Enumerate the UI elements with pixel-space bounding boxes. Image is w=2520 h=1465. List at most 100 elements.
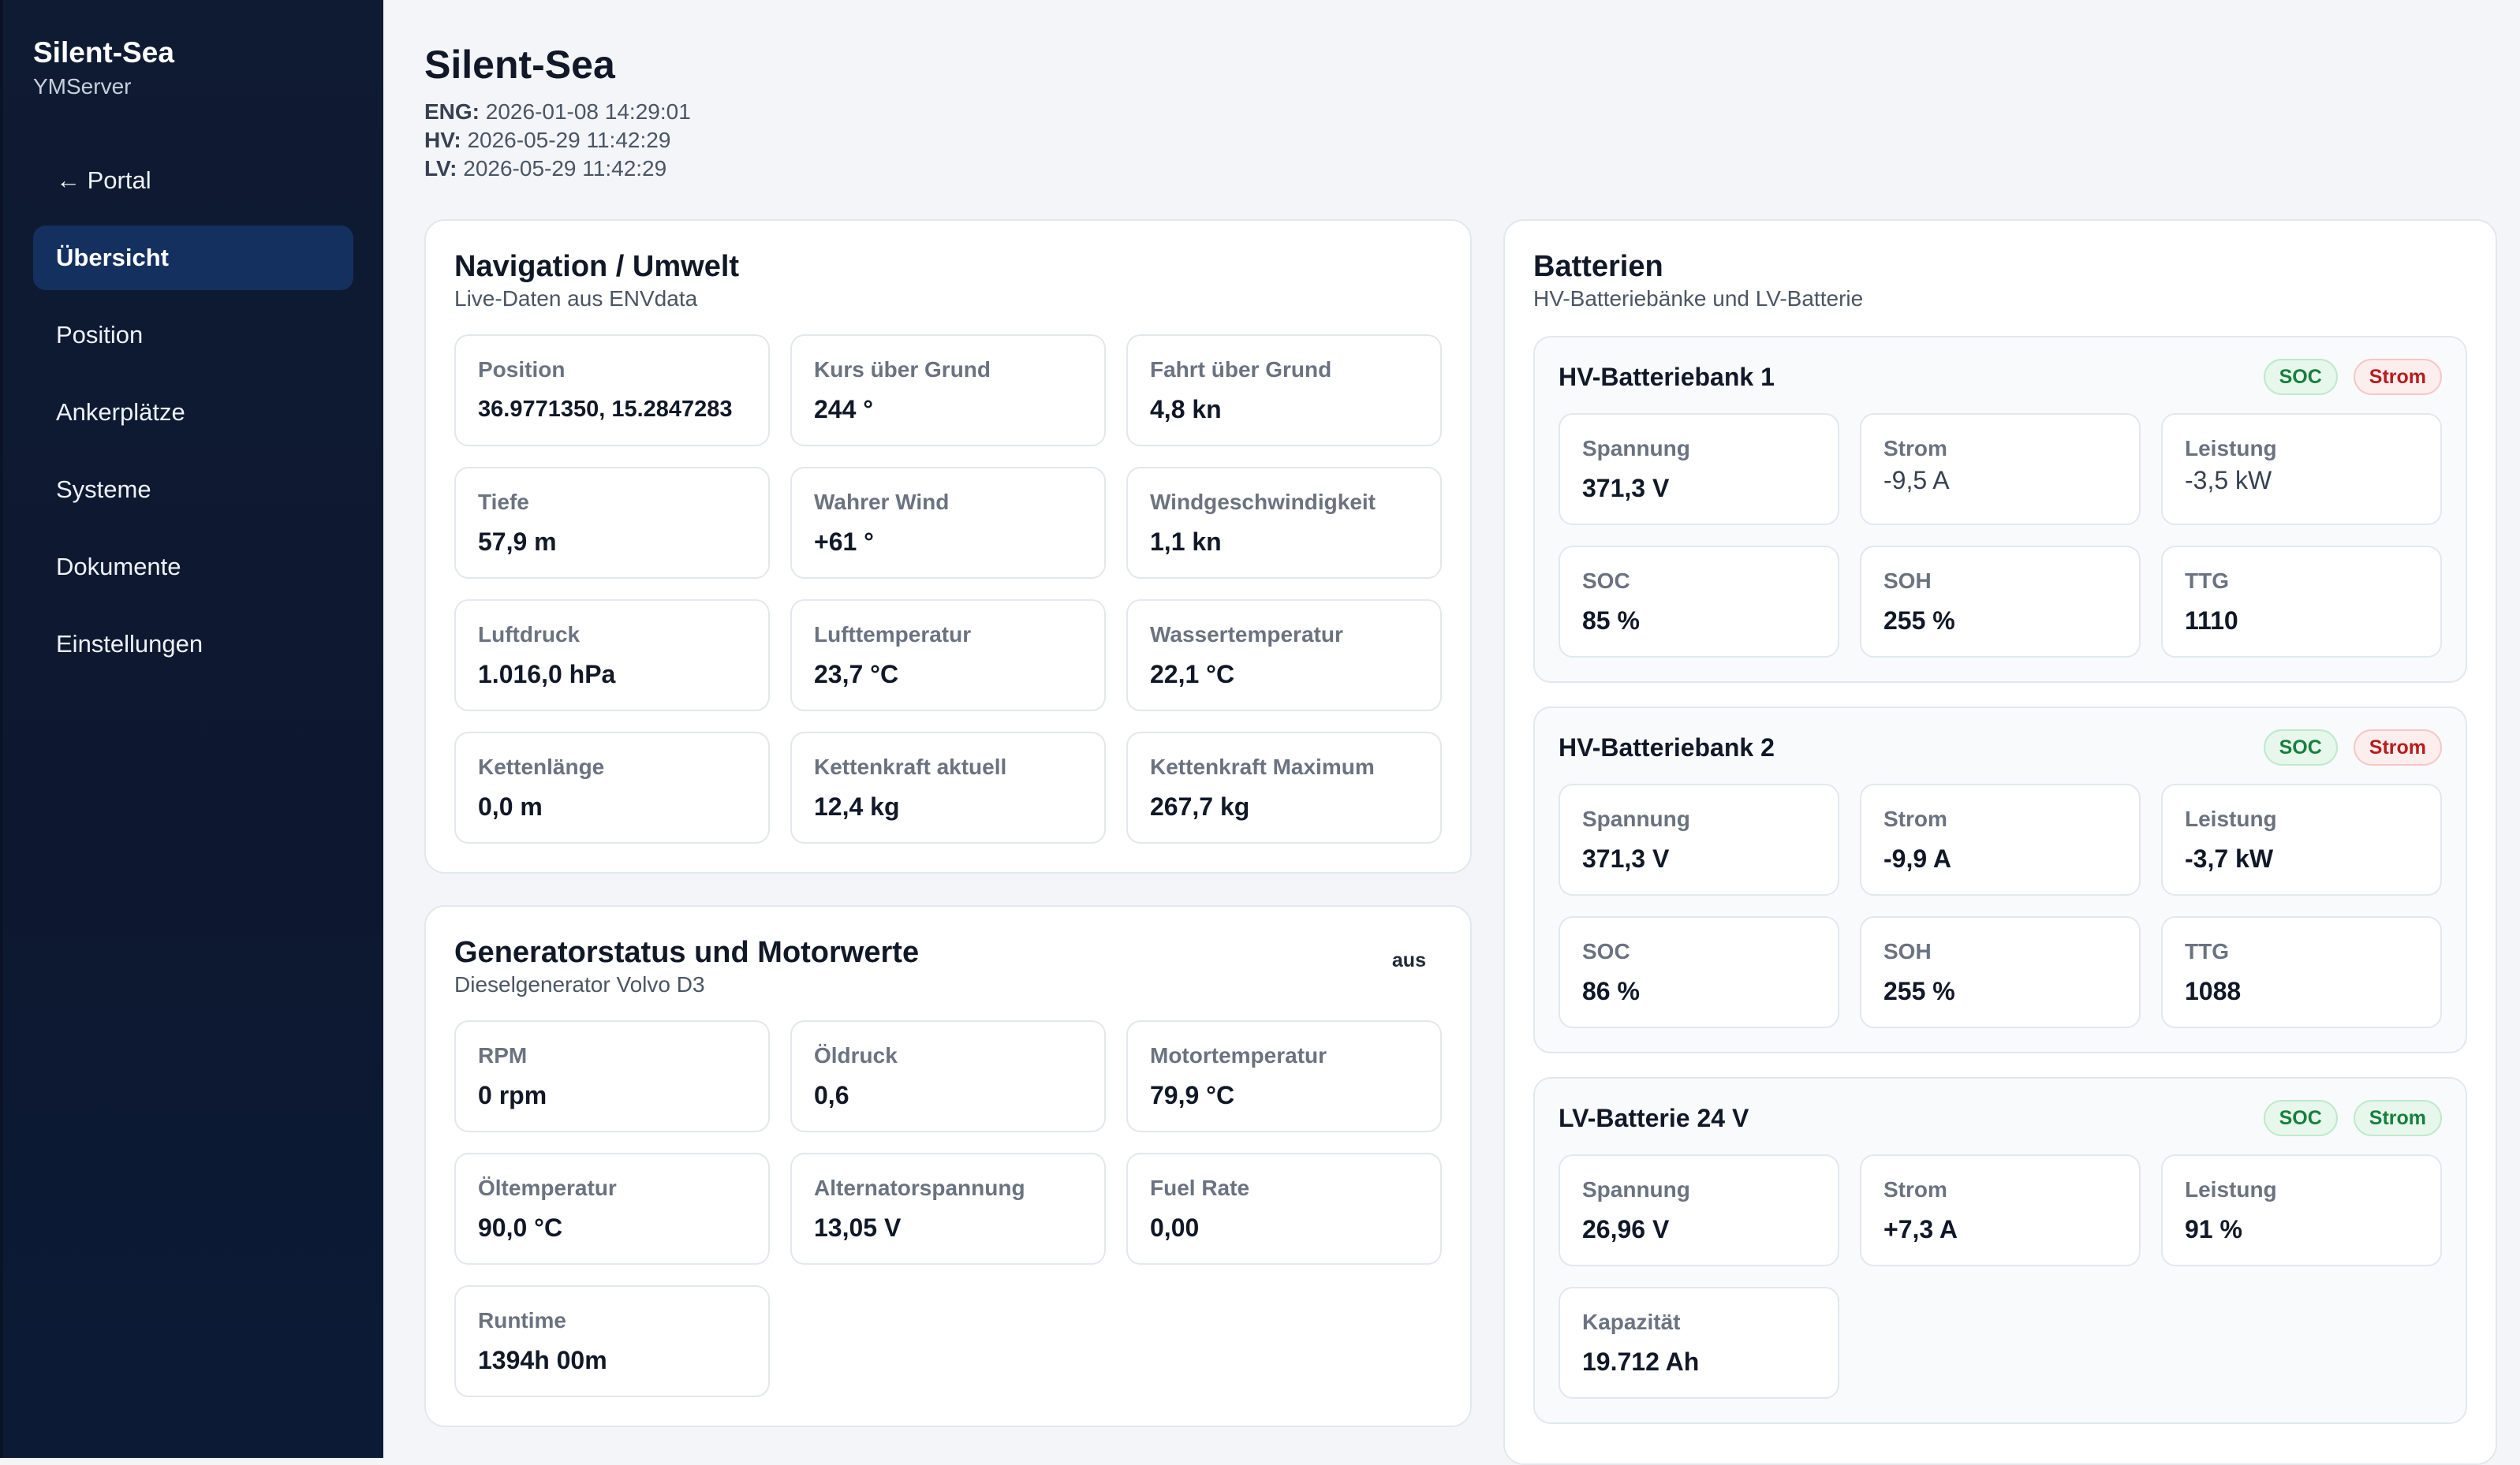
badges: SOC Strom bbox=[2263, 729, 2442, 766]
tile-label: Alternatorspannung bbox=[814, 1176, 1025, 1200]
tile-soc: SOC 86 % bbox=[1559, 916, 1839, 1028]
tile-value: -3,7 kW bbox=[2185, 844, 2274, 873]
timestamps: ENG: 2026-01-08 14:29:01 HV: 2026-05-29 … bbox=[424, 98, 2498, 183]
timestamp-value: 2026-05-29 11:42:29 bbox=[463, 156, 667, 181]
tile-value: 1110 bbox=[2185, 606, 2238, 635]
sidebar-item-systeme[interactable]: Systeme bbox=[56, 475, 151, 503]
tile-label: Wassertemperatur bbox=[1150, 622, 1343, 647]
tile-value: -3,5 kW bbox=[2185, 466, 2272, 494]
tile-value: 0,0 m bbox=[478, 792, 543, 821]
tile-value: 255 % bbox=[1883, 606, 1955, 635]
tile-label: Strom bbox=[1883, 436, 1947, 460]
card-title: Navigation / Umwelt bbox=[454, 250, 740, 283]
left-column: Navigation / Umwelt Live-Daten aus ENVda… bbox=[424, 219, 1472, 1427]
subcard-title: LV-Batterie 24 V bbox=[1559, 1103, 1749, 1132]
tile-motortemperatur: Motortemperatur 79,9 °C bbox=[1126, 1020, 1442, 1132]
tile-value: 13,05 V bbox=[814, 1213, 902, 1242]
tile-label: RPM bbox=[478, 1043, 528, 1068]
tile-value: 90,0 °C bbox=[478, 1213, 563, 1242]
tile-soh: SOH 255 % bbox=[1860, 916, 2141, 1028]
tile-wahrer-wind: Wahrer Wind +61 ° bbox=[790, 467, 1106, 579]
subcard-header: LV-Batterie 24 V SOC Strom bbox=[1559, 1100, 2442, 1136]
timestamp-eng: ENG: 2026-01-08 14:29:01 bbox=[424, 98, 2498, 126]
tile-label: Leistung bbox=[2185, 1177, 2277, 1202]
timestamp-value: 2026-01-08 14:29:01 bbox=[485, 99, 691, 124]
timestamp-key: LV: bbox=[424, 156, 457, 181]
tile-value: 1.016,0 hPa bbox=[478, 660, 616, 688]
tile-position: Position 36.9771350, 15.2847283 bbox=[454, 334, 770, 446]
sidebar-item-uebersicht[interactable]: Übersicht bbox=[33, 226, 353, 290]
subcard-title: HV-Batteriebank 1 bbox=[1559, 362, 1775, 391]
tile-value: 23,7 °C bbox=[814, 660, 899, 688]
subcard-header: HV-Batteriebank 1 SOC Strom bbox=[1559, 359, 2442, 395]
tile-label: SOC bbox=[1582, 939, 1630, 964]
strom-badge: Strom bbox=[2353, 359, 2442, 395]
tile-label: Position bbox=[478, 357, 566, 382]
sidebar-item-einstellungen[interactable]: Einstellungen bbox=[56, 630, 203, 658]
tile-label: Windgeschwindigkeit bbox=[1150, 490, 1376, 514]
sidebar-item-dokumente[interactable]: Dokumente bbox=[56, 553, 181, 580]
tile-spannung: Spannung 371,3 V bbox=[1559, 784, 1839, 896]
tile-strom: Strom -9,9 A bbox=[1860, 784, 2141, 896]
tile-windgeschwindigkeit: Windgeschwindigkeit 1,1 kn bbox=[1126, 467, 1442, 579]
tile-label: Motortemperatur bbox=[1150, 1043, 1327, 1068]
strom-badge: Strom bbox=[2353, 729, 2442, 766]
tile-oeltemperatur: Öltemperatur 90,0 °C bbox=[454, 1153, 770, 1265]
badges: SOC Strom bbox=[2263, 359, 2442, 395]
timestamp-key: ENG: bbox=[424, 99, 480, 124]
tile-value: 4,8 kn bbox=[1150, 395, 1222, 423]
tile-oeldruck: Öldruck 0,6 bbox=[790, 1020, 1106, 1132]
tile-value: 0 rpm bbox=[478, 1081, 547, 1109]
subcard-header: HV-Batteriebank 2 SOC Strom bbox=[1559, 729, 2442, 766]
tile-label: Strom bbox=[1883, 807, 1947, 831]
tile-value: +61 ° bbox=[814, 527, 874, 556]
generator-status: aus bbox=[1391, 949, 1426, 971]
brand-title: Silent-Sea bbox=[33, 36, 174, 69]
tile-value: 0,6 bbox=[814, 1081, 849, 1109]
tile-kapazitaet: Kapazität 19.712 Ah bbox=[1559, 1287, 1839, 1399]
tile-value: 1,1 kn bbox=[1150, 527, 1222, 556]
tile-label: Tiefe bbox=[478, 490, 529, 514]
tile-strom: Strom +7,3 A bbox=[1860, 1154, 2141, 1266]
tile-value: -9,9 A bbox=[1883, 844, 1951, 873]
tile-value: 267,7 kg bbox=[1150, 792, 1250, 821]
battery-bank-2: HV-Batteriebank 2 SOC Strom Spannung 371,… bbox=[1533, 706, 2467, 1053]
tile-ttg: TTG 1088 bbox=[2161, 916, 2442, 1028]
tile-spannung: Spannung 371,3 V bbox=[1559, 413, 1839, 525]
dashboard-columns: Navigation / Umwelt Live-Daten aus ENVda… bbox=[424, 219, 2498, 1465]
tile-alternatorspannung: Alternatorspannung 13,05 V bbox=[790, 1153, 1106, 1265]
tile-label: Leistung bbox=[2185, 807, 2277, 831]
tile-spannung: Spannung 26,96 V bbox=[1559, 1154, 1839, 1266]
sidebar-item-ankerplaetze[interactable]: Ankerplätze bbox=[56, 398, 185, 426]
tile-value: 91 % bbox=[2185, 1215, 2242, 1243]
navigation-card: Navigation / Umwelt Live-Daten aus ENVda… bbox=[424, 219, 1472, 874]
batteries-card: Batterien HV-Batteriebänke und LV-Batter… bbox=[1503, 219, 2497, 1465]
card-title: Generatorstatus und Motorwerte bbox=[454, 936, 920, 969]
tile-label: TTG bbox=[2185, 568, 2229, 593]
soc-badge: SOC bbox=[2263, 1100, 2338, 1136]
bank-grid: Spannung 371,3 V Strom -9,5 A Leistung -3,5… bbox=[1559, 413, 2442, 658]
tile-label: Leistung bbox=[2185, 436, 2277, 460]
tile-label: Kettenkraft aktuell bbox=[814, 755, 1007, 779]
card-header: Generatorstatus und Motorwerte Dieselgen… bbox=[454, 935, 1442, 998]
tile-label: Öltemperatur bbox=[478, 1176, 617, 1200]
tile-label: Öldruck bbox=[814, 1043, 898, 1068]
timestamp-hv: HV: 2026-05-29 11:42:29 bbox=[424, 126, 2498, 155]
tile-soc: SOC 85 % bbox=[1559, 546, 1839, 658]
tile-tiefe: Tiefe 57,9 m bbox=[454, 467, 770, 579]
sidebar-item-position[interactable]: Position bbox=[56, 321, 144, 349]
tile-label: SOH bbox=[1883, 568, 1932, 593]
tile-fuel-rate: Fuel Rate 0,00 bbox=[1126, 1153, 1442, 1265]
card-subtitle: HV-Batteriebänke und LV-Batterie bbox=[1533, 286, 1864, 311]
tile-lufttemperatur: Lufttemperatur 23,7 °C bbox=[790, 599, 1106, 711]
server-name: YMServer bbox=[33, 74, 132, 99]
tile-value: 1088 bbox=[2185, 977, 2242, 1005]
generator-grid: RPM 0 rpm Öldruck 0,6 Motortemperatur 79,9 … bbox=[454, 1020, 1442, 1397]
tile-kettenkraft-maximum: Kettenkraft Maximum 267,7 kg bbox=[1126, 732, 1442, 844]
navigation-grid: Position 36.9771350, 15.2847283 Kurs über… bbox=[454, 334, 1442, 844]
tile-ttg: TTG 1110 bbox=[2161, 546, 2442, 658]
sidebar-item-portal[interactable]: ← Portal bbox=[56, 166, 151, 194]
tile-value: 19.712 Ah bbox=[1582, 1348, 1700, 1376]
timestamp-lv: LV: 2026-05-29 11:42:29 bbox=[424, 155, 2498, 183]
tile-label: Wahrer Wind bbox=[814, 490, 950, 514]
